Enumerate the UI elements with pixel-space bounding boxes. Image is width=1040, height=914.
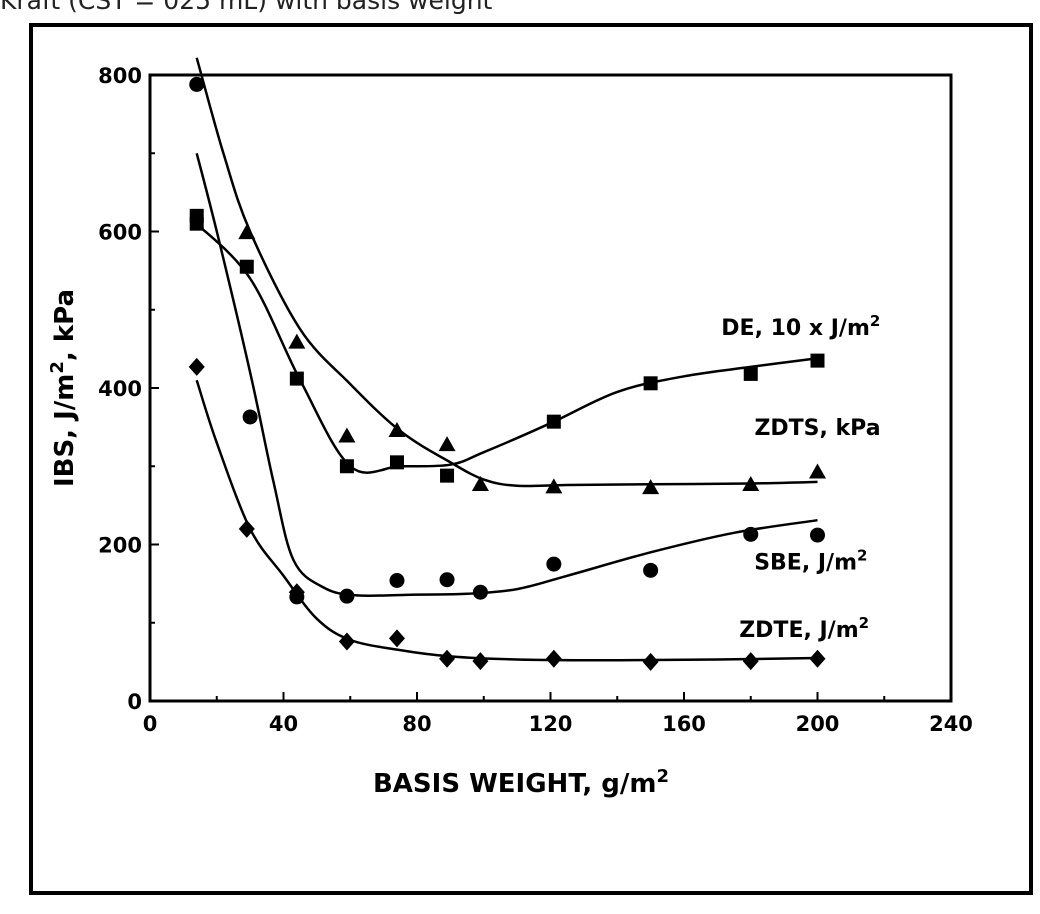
series-3-point (439, 649, 456, 668)
series-3-point (545, 649, 562, 668)
series-2-point (189, 76, 205, 92)
x-tick-label: 160 (662, 712, 706, 736)
chart-frame: 0 40 80 120 160 200 240 0 200 400 600 800 DE, 10 x … (29, 23, 1033, 895)
series-0-point (189, 216, 204, 231)
series-label-text: ZDTS, kPa (754, 416, 880, 441)
y-tick-label: 600 (98, 221, 142, 245)
series-1-point (471, 476, 489, 492)
series-3-fit-line (195, 379, 818, 662)
series-3-point (809, 649, 826, 668)
x-tick-label: 120 (529, 712, 573, 736)
series-1-point (642, 479, 660, 495)
series-3-point (188, 357, 205, 376)
x-tick-label: 0 (143, 712, 158, 736)
series-0-point (289, 371, 304, 386)
series-2-point (810, 527, 825, 543)
series-2-point (472, 584, 488, 600)
y-axis-label: IBS, J/m2, kPa (47, 289, 80, 487)
series-2-point (242, 409, 258, 425)
series-3-point (388, 629, 405, 648)
x-axis-label: BASIS WEIGHT, g/m2 (373, 766, 669, 799)
series-1-point (438, 436, 456, 452)
series-2-point (439, 572, 455, 588)
x-axis-label-sup: 2 (656, 766, 669, 787)
y-axis-label-tail: , kPa (50, 289, 80, 361)
y-tick-label: 200 (98, 534, 142, 558)
series-2-point (643, 562, 659, 578)
series-0-point (810, 353, 825, 368)
series-2-point (546, 556, 562, 572)
series-1-point (238, 224, 256, 240)
x-tick-label: 240 (929, 712, 973, 736)
series-0-fit-line (195, 222, 818, 474)
figure-caption: Kraft (CST = 025 mL) with basis weight (0, 0, 493, 15)
y-axis-label-sup: 2 (47, 361, 68, 374)
series-label-text: SBE, J/m (754, 551, 857, 576)
series-2-point (339, 588, 355, 604)
series-label-sup: 2 (857, 547, 867, 565)
series-2-point (743, 526, 759, 542)
x-tick-label: 200 (796, 712, 840, 736)
y-tick-label: 800 (98, 64, 142, 88)
x-tick-label: 40 (269, 712, 298, 736)
series-label-sup: 2 (870, 312, 880, 330)
series-0-point (440, 468, 455, 483)
series-1-point (545, 478, 563, 494)
series-0-point (743, 366, 758, 381)
series-3-point (338, 632, 355, 651)
series-3-point (742, 652, 759, 671)
chart: 0 40 80 120 160 200 240 0 200 400 600 800 DE, 10 x … (47, 57, 973, 799)
series-1-point (338, 427, 356, 443)
series-0-point (239, 259, 254, 274)
x-axis-label-text: BASIS WEIGHT, g/m (373, 769, 657, 799)
series-0-point (546, 414, 561, 429)
series-label-text: ZDTE, J/m (739, 618, 858, 643)
series-label-sup: 2 (859, 614, 869, 632)
series-1-label: ZDTS, kPa (754, 416, 880, 441)
series-3-point (238, 519, 255, 538)
series-1-point (809, 463, 826, 479)
series-3-point (472, 652, 489, 671)
series-0-label: DE, 10 x J/m2 (721, 312, 880, 341)
series-1-fit-line (195, 57, 818, 488)
series-3-point (642, 652, 659, 671)
x-tick-label: 80 (402, 712, 431, 736)
series-2-fit-line (195, 152, 818, 598)
y-tick-label: 400 (98, 377, 142, 401)
y-tick-label: 0 (127, 690, 142, 714)
series-0-point (643, 376, 658, 391)
series-1-point (388, 422, 406, 438)
series-2-point (389, 572, 405, 588)
series-3-label: ZDTE, J/m2 (739, 614, 869, 643)
series-1-point (288, 333, 306, 349)
series-0-point (389, 455, 404, 470)
series-0-point (339, 459, 354, 474)
y-axis-label-text: IBS, J/m (50, 374, 80, 487)
plot-area (148, 73, 953, 703)
series-label-text: DE, 10 x J/m (721, 316, 870, 341)
series-1-point (742, 476, 760, 492)
series-3-point (288, 583, 305, 602)
series-2-label: SBE, J/m2 (754, 547, 867, 576)
